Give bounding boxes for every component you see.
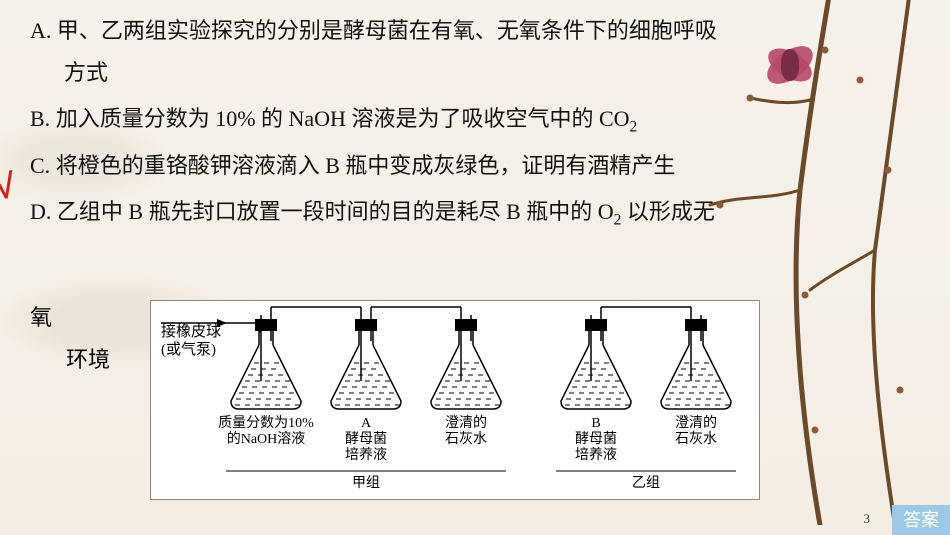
option-c-text: 将橙色的重铬酸钾溶液滴入 B 瓶中变成灰绿色，证明有酒精产生 — [56, 153, 676, 178]
option-a: A. 甲、乙两组实验探究的分别是酵母菌在有氧、无氧条件下的细胞呼吸 方式 — [30, 10, 920, 94]
svg-text:的NaOH溶液: 的NaOH溶液 — [227, 431, 306, 447]
options-block: A. 甲、乙两组实验探究的分别是酵母菌在有氧、无氧条件下的细胞呼吸 方式 B. … — [30, 10, 920, 239]
option-d-text1: 乙组中 B 瓶先封口放置一段时间的目的是耗尽 B 瓶中的 O — [57, 199, 614, 224]
answer-button[interactable]: 答案 — [892, 505, 950, 535]
option-b-text: 加入质量分数为 10% 的 NaOH 溶液是为了吸收空气中的 CO — [56, 106, 630, 131]
svg-text:甲组: 甲组 — [352, 475, 380, 491]
option-b-sub: 2 — [630, 118, 638, 135]
option-a-text2: 方式 — [30, 52, 920, 94]
option-c-label: C. — [30, 153, 50, 178]
svg-text:培养液: 培养液 — [345, 447, 387, 463]
svg-text:接橡皮球: 接橡皮球 — [161, 323, 221, 340]
svg-text:酵母菌: 酵母菌 — [345, 431, 387, 447]
option-d-tail1: 氧 — [30, 300, 52, 332]
option-d-text2: 以形成无 — [621, 199, 715, 224]
svg-text:质量分数为10%: 质量分数为10% — [218, 415, 314, 431]
svg-text:培养液: 培养液 — [575, 447, 617, 463]
option-d-tail2: 环境 — [66, 342, 110, 374]
option-b-label: B. — [30, 106, 50, 131]
svg-text:B: B — [591, 416, 600, 431]
svg-text:石灰水: 石灰水 — [445, 431, 487, 447]
svg-text:酵母菌: 酵母菌 — [575, 431, 617, 447]
svg-text:乙组: 乙组 — [632, 475, 660, 491]
option-c: C. 将橙色的重铬酸钾溶液滴入 B 瓶中变成灰绿色，证明有酒精产生 — [30, 145, 920, 187]
option-a-label: A. — [30, 18, 51, 43]
option-d: D. 乙组中 B 瓶先封口放置一段时间的目的是耗尽 B 瓶中的 O2 以形成无 — [30, 191, 920, 235]
experiment-diagram: 接橡皮球(或气泵)质量分数为10%的NaOH溶液A酵母菌培养液澄清的石灰水B酵母… — [150, 300, 760, 500]
svg-text:澄清的: 澄清的 — [445, 415, 487, 431]
option-a-text1: 甲、乙两组实验探究的分别是酵母菌在有氧、无氧条件下的细胞呼吸 — [57, 18, 717, 43]
svg-text:澄清的: 澄清的 — [675, 415, 717, 431]
svg-text:石灰水: 石灰水 — [675, 431, 717, 447]
option-b: B. 加入质量分数为 10% 的 NaOH 溶液是为了吸收空气中的 CO2 — [30, 98, 920, 142]
option-d-label: D. — [30, 199, 51, 224]
page-number: 3 — [864, 511, 871, 527]
svg-text:A: A — [361, 416, 372, 431]
svg-text:(或气泵): (或气泵) — [161, 341, 216, 358]
